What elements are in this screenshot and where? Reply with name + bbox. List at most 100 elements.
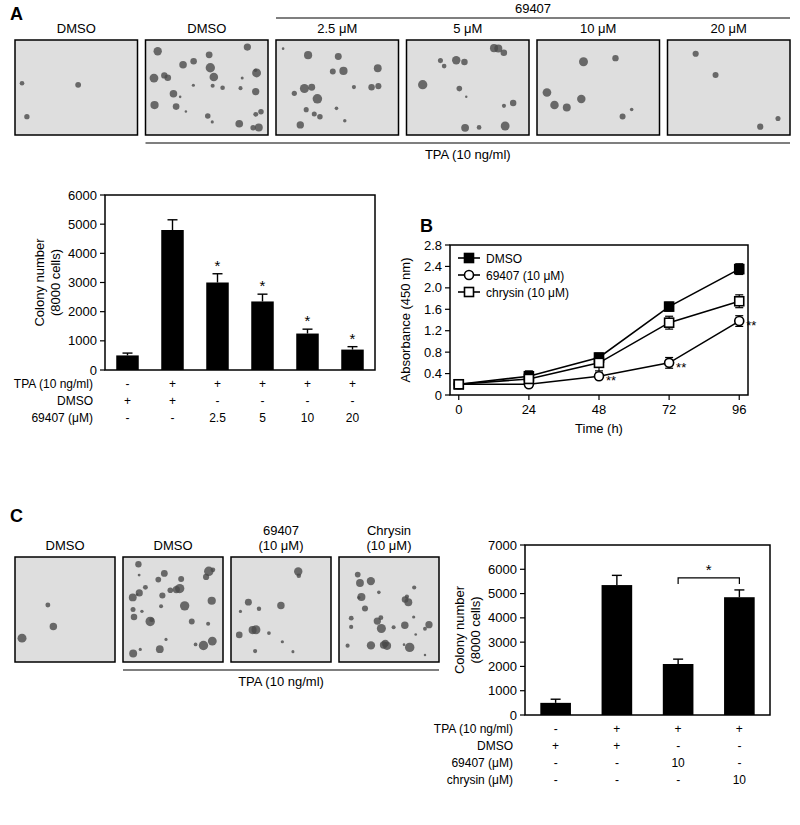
series-line [459, 269, 739, 384]
bars [116, 220, 364, 370]
condition-cell: 2.5 [209, 411, 226, 425]
error-bar [665, 302, 673, 311]
condition-cell: + [552, 739, 559, 753]
colony [205, 113, 211, 119]
micrograph-frame [537, 40, 660, 135]
colony [257, 607, 261, 611]
condition-cell: - [126, 377, 130, 391]
micrograph [123, 557, 223, 662]
error-bar [213, 274, 223, 283]
y-tick-label: 2.8 [424, 238, 442, 253]
colony [45, 603, 50, 608]
colony [159, 592, 165, 598]
significance: ** [746, 318, 756, 333]
condition-cell: - [554, 722, 558, 736]
colony [175, 584, 184, 593]
y-tick-label: 1.6 [424, 302, 442, 317]
marker [524, 374, 533, 383]
y-tick-label: 1.2 [424, 323, 442, 338]
colony [355, 572, 361, 578]
colony [612, 55, 618, 61]
y-tick-label: 7000 [488, 538, 517, 553]
colony [235, 120, 243, 128]
colony [164, 638, 167, 641]
y-tick-label: 0 [435, 388, 442, 403]
colony [349, 625, 353, 629]
y-tick-label: 1000 [68, 333, 97, 348]
colony [377, 591, 381, 595]
colony [255, 124, 263, 132]
colony [136, 589, 143, 596]
significance: * [260, 277, 266, 294]
micrograph [537, 40, 660, 135]
micrograph-frame [276, 40, 399, 135]
y-tick-label: 0.8 [424, 345, 442, 360]
condition-cell: - [351, 394, 355, 408]
error-cap [612, 575, 622, 576]
condition-cell: 10 [733, 773, 747, 787]
y-tick-label: 0 [510, 708, 517, 723]
colony [138, 574, 141, 577]
error-cap [665, 316, 673, 317]
colony [210, 567, 215, 572]
panel-letter: A [10, 4, 23, 24]
colony [300, 84, 309, 93]
error-bar [348, 347, 358, 350]
colony [477, 125, 482, 130]
marker [665, 318, 674, 327]
colony [304, 107, 309, 112]
marker [735, 317, 744, 326]
condition-cell: - [676, 739, 680, 753]
colony [185, 110, 187, 112]
colony [282, 47, 285, 50]
colony [313, 94, 323, 104]
micrograph [668, 40, 791, 135]
x-axis-label: Time (h) [575, 421, 623, 436]
colony [131, 614, 138, 621]
y-axis-label: (8000 cells) [48, 249, 63, 316]
micrograph-frame [668, 40, 791, 135]
colony [563, 103, 571, 111]
colony [465, 96, 467, 98]
colony [161, 570, 168, 577]
condition-label: chrysin (μM) [447, 773, 513, 787]
colony [757, 124, 763, 130]
error-stem [172, 220, 173, 230]
colony [775, 116, 780, 121]
colony [253, 112, 258, 117]
error-bar [123, 353, 133, 355]
colony [308, 84, 315, 91]
condition-cell: + [259, 377, 266, 391]
colony [254, 68, 258, 72]
colony [713, 72, 719, 78]
colony [189, 618, 195, 624]
colony [206, 622, 210, 626]
colony [501, 50, 508, 57]
colony [425, 621, 432, 628]
colony [211, 120, 214, 123]
colony [241, 76, 244, 79]
y-tick-label: 4000 [68, 246, 97, 261]
colony [543, 88, 552, 97]
y-axis-label: (8000 cells) [468, 596, 483, 663]
colony [252, 88, 259, 95]
significance: ** [606, 373, 616, 388]
colony [236, 632, 243, 639]
marker [465, 271, 474, 280]
error-cap [734, 589, 744, 590]
error-bar [551, 699, 561, 703]
treatment-line [123, 669, 439, 670]
colony [24, 114, 29, 119]
colony [380, 641, 387, 648]
error-bar [612, 575, 622, 585]
marker [665, 302, 674, 311]
plot-frame [105, 195, 375, 370]
micrograph [407, 40, 530, 135]
image-label: (10 μM) [366, 538, 411, 553]
colony [190, 58, 197, 65]
colony [577, 95, 585, 103]
marker [735, 297, 744, 306]
colony [693, 51, 699, 57]
condition-cell: - [126, 411, 130, 425]
legend-entry: chrysin (10 μM) [458, 286, 569, 300]
